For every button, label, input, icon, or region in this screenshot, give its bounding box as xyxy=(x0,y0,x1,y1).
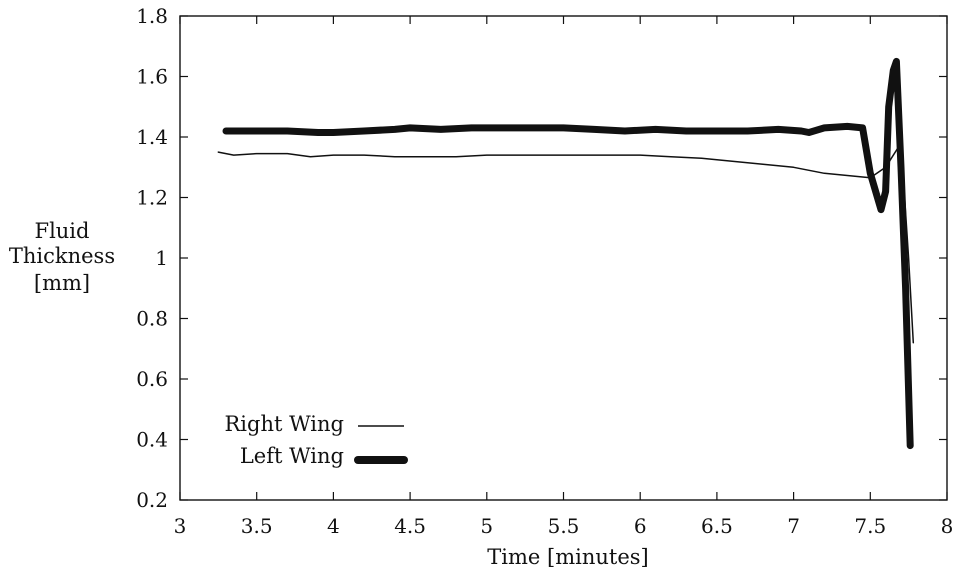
y-tick: 0.8 xyxy=(136,307,947,331)
legend-label-left-wing: Left Wing xyxy=(240,444,344,468)
series-line-left-wing xyxy=(222,57,914,450)
x-tick-label: 4.5 xyxy=(394,514,426,538)
x-tick: 3 xyxy=(174,16,187,538)
x-tick: 5 xyxy=(480,16,493,538)
x-tick: 5.5 xyxy=(548,16,580,538)
y-tick: 1 xyxy=(155,246,947,270)
y-tick: 1.8 xyxy=(136,4,947,28)
x-tick: 3.5 xyxy=(241,16,273,538)
x-tick-label: 4 xyxy=(327,514,340,538)
y-axis-title-line-1: Fluid xyxy=(35,219,90,243)
series-layer xyxy=(217,57,915,450)
x-tick: 7.5 xyxy=(854,16,886,538)
y-tick: 0.4 xyxy=(136,428,947,452)
y-tick-label: 1.4 xyxy=(136,125,168,149)
y-axis-title-line-2: Thickness xyxy=(9,244,115,268)
x-tick: 8 xyxy=(941,16,954,538)
y-tick-label: 1.8 xyxy=(136,4,168,28)
x-tick-label: 5 xyxy=(480,514,493,538)
x-tick: 6.5 xyxy=(701,16,733,538)
y-tick-label: 1.2 xyxy=(136,186,168,210)
x-tick-label: 8 xyxy=(941,514,954,538)
x-tick-label: 3 xyxy=(174,514,187,538)
y-tick: 1.6 xyxy=(136,65,947,89)
x-tick: 7 xyxy=(787,16,800,538)
x-tick: 4.5 xyxy=(394,16,426,538)
x-tick-label: 5.5 xyxy=(548,514,580,538)
x-tick-label: 6 xyxy=(634,514,647,538)
x-tick-label: 3.5 xyxy=(241,514,273,538)
y-tick-label: 0.4 xyxy=(136,428,168,452)
y-axis-title-line-3: [mm] xyxy=(34,271,90,295)
x-tick-label: 7 xyxy=(787,514,800,538)
x-tick-label: 7.5 xyxy=(854,514,886,538)
series-line-right-wing xyxy=(217,142,915,344)
x-tick-label: 6.5 xyxy=(701,514,733,538)
x-axis-ticks: 3 3.5 4 4.5 5 5.5 6 6.5 7 7.5 8 xyxy=(174,16,954,538)
y-tick: 1.4 xyxy=(136,125,947,149)
y-axis-ticks: 0.2 0.4 0.6 0.8 1 1.2 1.4 1.6 1.8 xyxy=(136,4,947,512)
y-tick: 0.2 xyxy=(136,488,947,512)
legend: Right Wing Left Wing xyxy=(224,412,408,468)
y-tick-label: 0.6 xyxy=(136,367,168,391)
y-tick-label: 1 xyxy=(155,246,168,270)
y-tick-label: 0.8 xyxy=(136,307,168,331)
x-axis-title: Time [minutes] xyxy=(487,545,648,569)
y-tick: 0.6 xyxy=(136,367,947,391)
x-tick: 6 xyxy=(634,16,647,538)
y-tick: 1.2 xyxy=(136,186,947,210)
x-tick: 4 xyxy=(327,16,340,538)
y-tick-label: 0.2 xyxy=(136,488,168,512)
y-tick-label: 1.6 xyxy=(136,65,168,89)
legend-label-right-wing: Right Wing xyxy=(224,412,344,436)
